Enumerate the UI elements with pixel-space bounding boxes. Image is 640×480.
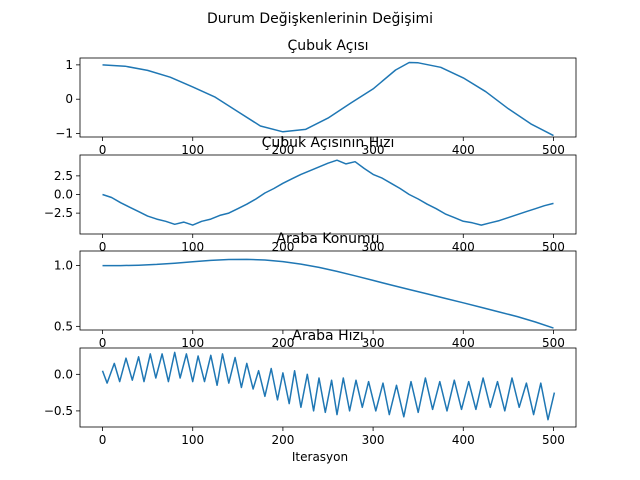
subplot-4: Araba Hızı 0 100 200 300 400 500 0.0 −0.5 <box>44 328 577 447</box>
x-tick-label: 0 <box>99 433 107 447</box>
y-tick-label: 0.0 <box>54 367 73 381</box>
subplot-title: Çubuk Açısı <box>287 38 368 54</box>
subplot-2: Çubuk Açısının Hızı 0 100 200 300 400 500 2.5 0.… <box>44 135 577 254</box>
x-tick-label: 300 <box>362 240 385 254</box>
x-tick-label: 200 <box>271 433 294 447</box>
x-tick-label: 0 <box>99 336 107 350</box>
y-tick-label: −0.5 <box>44 404 73 418</box>
x-tick-label: 400 <box>452 336 475 350</box>
x-tick-label: 500 <box>542 336 565 350</box>
x-tick-label: 0 <box>99 240 107 254</box>
subplot-title: Araba Konumu <box>276 231 379 247</box>
series-line <box>102 159 554 226</box>
series-line <box>102 61 554 137</box>
subplot-1: Çubuk Açısı 0 100 200 300 400 500 1 0 −1 <box>55 38 577 157</box>
x-axis-label: Iterasyon <box>292 450 348 464</box>
x-tick-label: 300 <box>362 143 385 157</box>
figure-title: Durum Değişkenlerinin Değişimi <box>207 11 433 27</box>
x-tick-label: 0 <box>99 143 107 157</box>
axes-frame <box>79 250 577 331</box>
x-tick-label: 500 <box>542 433 565 447</box>
subplot-title: Çubuk Açısının Hızı <box>262 135 395 151</box>
y-tick-label: 1.0 <box>54 259 73 273</box>
axes-frame <box>79 154 577 235</box>
x-tick-label: 400 <box>452 143 475 157</box>
x-tick-label: 100 <box>181 240 204 254</box>
axes-frame <box>79 347 577 428</box>
x-tick-label: 200 <box>271 240 294 254</box>
x-tick-label: 400 <box>452 433 475 447</box>
x-tick-label: 500 <box>542 143 565 157</box>
y-tick-label: 0.5 <box>54 319 73 333</box>
x-tick-label: 100 <box>181 336 204 350</box>
series-line <box>101 351 556 421</box>
x-tick-label: 100 <box>181 143 204 157</box>
x-tick-label: 300 <box>362 433 385 447</box>
x-tick-label: 200 <box>271 143 294 157</box>
subplot-3: Araba Konumu 0 100 200 300 400 500 1.0 0.5 <box>54 231 577 350</box>
y-tick-label: 0.0 <box>54 188 73 202</box>
y-tick-label: 2.5 <box>54 169 73 183</box>
y-tick-label: 0 <box>65 92 73 106</box>
x-tick-label: 500 <box>542 240 565 254</box>
series-line <box>102 258 554 329</box>
y-tick-label: −1 <box>55 127 73 141</box>
axes-frame <box>79 57 577 138</box>
x-tick-label: 300 <box>362 336 385 350</box>
y-tick-label: 1 <box>65 58 73 72</box>
subplot-title: Araba Hızı <box>292 328 363 344</box>
x-tick-label: 100 <box>181 433 204 447</box>
y-tick-label: −2.5 <box>44 206 73 220</box>
x-tick-label: 400 <box>452 240 475 254</box>
x-tick-label: 200 <box>271 336 294 350</box>
